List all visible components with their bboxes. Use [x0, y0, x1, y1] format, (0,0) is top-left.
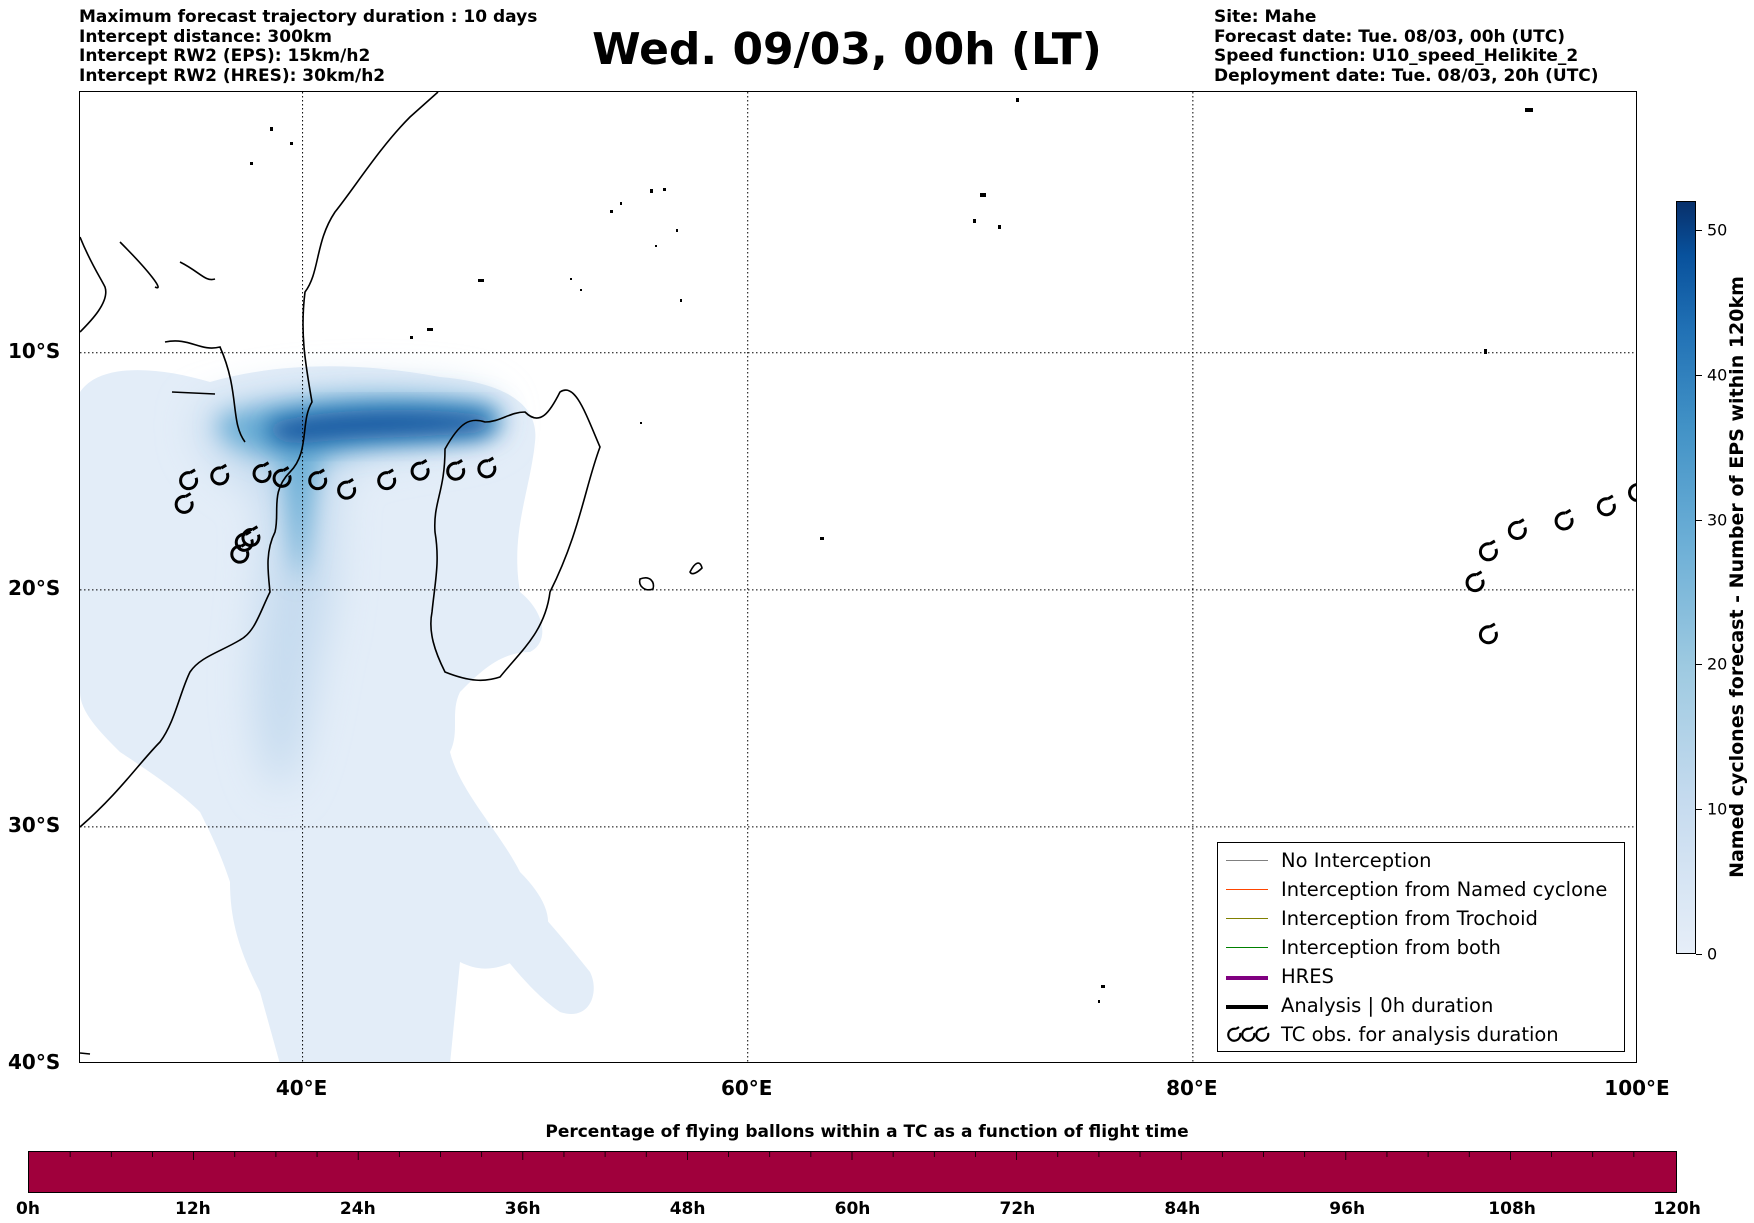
- tc-observations: [174, 456, 1636, 645]
- lon-label-100e: 100°E: [1604, 1076, 1670, 1100]
- time-tick-label: 120h: [1653, 1199, 1701, 1219]
- tc-obs-marker: [252, 461, 272, 484]
- legend-line-named-cyclone: [1226, 889, 1268, 890]
- coastlines: [80, 92, 703, 1055]
- header-left-line: Maximum forecast trajectory duration : 1…: [79, 7, 538, 27]
- time-tick-label: 96h: [1329, 1199, 1366, 1219]
- colorbar-tick-label: 50: [1707, 220, 1728, 240]
- legend-item-no-interception: No Interception: [1226, 849, 1621, 873]
- tc-obs-marker: [1554, 508, 1574, 531]
- legend-line-hres: [1226, 976, 1268, 980]
- tc-obs-marker: [1628, 483, 1636, 502]
- header-right: Site: Mahe Forecast date: Tue. 08/03, 00…: [1214, 7, 1599, 86]
- colorbar-tick-label: 30: [1707, 510, 1728, 530]
- colorbar-tick: [1696, 664, 1702, 666]
- legend-line-trochoid: [1226, 918, 1268, 919]
- map-legend: No Interception Interception from Named …: [1217, 842, 1625, 1052]
- header-left-line: Intercept RW2 (HRES): 30km/h2: [79, 65, 386, 86]
- eps-density-peak: [266, 409, 494, 444]
- tc-obs-marker: [337, 477, 357, 500]
- legend-label: HRES: [1281, 965, 1334, 988]
- legend-label: Interception from Trochoid: [1281, 907, 1538, 930]
- tc-obs-marker: [446, 459, 466, 481]
- lon-label-80e: 80°E: [1166, 1076, 1218, 1100]
- legend-item-trochoid: Interception from Trochoid: [1226, 907, 1621, 931]
- legend-item-both: Interception from both: [1226, 936, 1621, 960]
- legend-item-tc-obs: TC obs. for analysis duration: [1226, 1023, 1621, 1047]
- time-tick-label: 72h: [999, 1199, 1036, 1219]
- tc-obs-marker: [272, 466, 292, 488]
- legend-label: Interception from both: [1281, 936, 1501, 959]
- time-tick-label: 48h: [669, 1199, 706, 1219]
- colorbar-tick: [1696, 954, 1702, 955]
- legend-item-hres: HRES: [1226, 965, 1621, 989]
- lat-label-30s: 30°S: [8, 812, 61, 837]
- legend-line-no-interception: [1226, 860, 1268, 861]
- time-bar: [28, 1151, 1677, 1193]
- cyclone-symbols-icon: [1227, 1026, 1270, 1042]
- eps-density-field: [80, 366, 594, 1062]
- tc-obs-marker: [1478, 622, 1498, 645]
- time-bar-minor-ticks: [69, 1152, 1635, 1160]
- tc-obs-marker: [1478, 539, 1498, 562]
- small-islands: [250, 98, 1533, 1003]
- tc-obs-marker: [377, 468, 397, 491]
- time-tick-label: 108h: [1488, 1199, 1536, 1219]
- legend-label: Analysis | 0h duration: [1281, 994, 1494, 1017]
- time-tick-label: 12h: [175, 1199, 211, 1219]
- colorbar-tick: [1696, 519, 1702, 521]
- eps-density-low: [80, 366, 594, 1062]
- lon-label-40e: 40°E: [275, 1076, 328, 1100]
- header-right-line: Deployment date: Tue. 08/03, 20h (UTC): [1214, 65, 1599, 86]
- time-tick-label: 0h: [16, 1199, 40, 1219]
- header-left-line: Intercept RW2 (EPS): 15km/h2: [79, 46, 371, 66]
- legend-item-named-cyclone: Interception from Named cyclone: [1226, 878, 1621, 902]
- colorbar: [1676, 201, 1696, 954]
- time-tick-label: 36h: [504, 1199, 541, 1219]
- legend-item-analysis: Analysis | 0h duration: [1226, 994, 1621, 1018]
- map-title: Wed. 09/03, 00h (LT): [592, 24, 1102, 75]
- tc-obs-marker: [1465, 570, 1485, 593]
- legend-label: TC obs. for analysis duration: [1281, 1023, 1559, 1046]
- tc-obs-marker: [1507, 518, 1527, 540]
- tc-obs-marker: [179, 468, 199, 491]
- header-right-line: Forecast date: Tue. 08/03, 00h (UTC): [1214, 26, 1565, 47]
- time-bar-title: Percentage of flying ballons within a TC…: [545, 1122, 1189, 1142]
- tc-obs-marker: [308, 468, 328, 491]
- time-tick-label: 84h: [1164, 1199, 1201, 1219]
- colorbar-tick-label: 20: [1707, 654, 1728, 674]
- tc-obs-marker: [477, 456, 497, 479]
- colorbar-tick: [1696, 229, 1702, 231]
- legend-label: No Interception: [1281, 849, 1432, 872]
- colorbar-tick: [1696, 374, 1702, 376]
- map-canvas: [80, 92, 1636, 1062]
- colorbar-tick-label: 40: [1707, 365, 1728, 385]
- legend-line-analysis: [1226, 1005, 1268, 1009]
- lat-label-20s: 20°S: [8, 575, 61, 600]
- eps-density-mid: [198, 386, 498, 792]
- tc-obs-marker: [234, 530, 254, 552]
- lat-label-40s: 40°S: [8, 1050, 61, 1074]
- tc-obs-marker: [410, 459, 430, 481]
- colorbar-tick-label: 0: [1707, 944, 1718, 964]
- colorbar-tick: [1696, 809, 1702, 811]
- colorbar-title: Named cyclones forecast - Number of EPS …: [1726, 276, 1748, 878]
- tc-obs-marker: [210, 463, 230, 486]
- header-right-line: Speed function: U10_speed_Helikite_2: [1214, 46, 1579, 66]
- tc-obs-marker: [174, 492, 194, 514]
- lat-label-10s: 10°S: [8, 338, 61, 363]
- colorbar-tick-label: 10: [1707, 799, 1728, 819]
- time-tick-label: 24h: [339, 1199, 376, 1219]
- time-tick-label: 60h: [834, 1199, 871, 1219]
- header-left-line: Intercept distance: 300km: [79, 26, 332, 47]
- legend-label: Interception from Named cyclone: [1281, 878, 1608, 901]
- tc-obs-marker: [230, 542, 250, 564]
- header-left: Maximum forecast trajectory duration : 1…: [79, 7, 538, 86]
- header-right-line: Site: Mahe: [1214, 7, 1317, 27]
- legend-line-both: [1226, 947, 1268, 948]
- lon-label-60e: 60°E: [720, 1076, 773, 1100]
- tc-obs-marker: [1596, 494, 1616, 517]
